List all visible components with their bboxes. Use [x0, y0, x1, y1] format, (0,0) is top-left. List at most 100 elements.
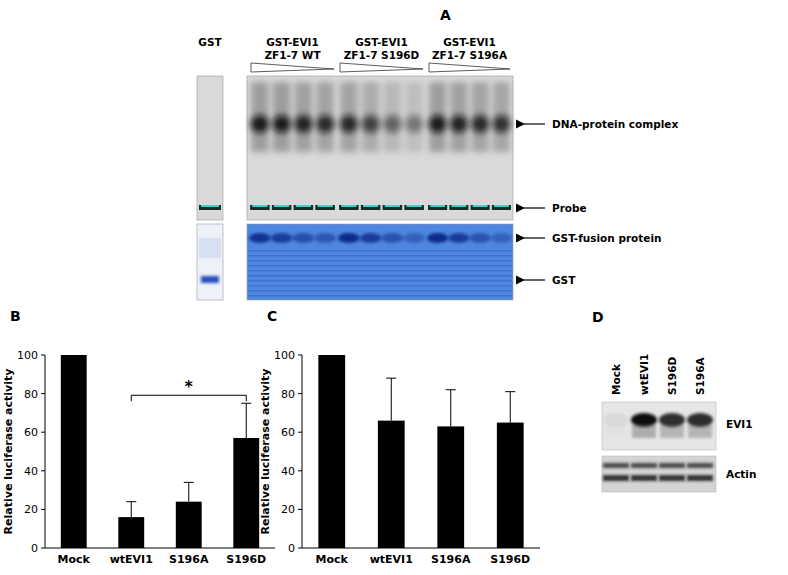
blot-band: [631, 475, 657, 481]
error-cap: [446, 389, 456, 390]
gel-band: [340, 115, 358, 133]
probe-band: [294, 205, 314, 210]
error-bar: [184, 482, 194, 501]
error-stem: [131, 502, 132, 517]
y-tick: [298, 393, 302, 394]
y-tick-label: 80: [24, 388, 38, 401]
blot-smear: [688, 424, 712, 438]
probe-band: [383, 205, 403, 210]
dilution-wedge: [429, 63, 510, 72]
gel-smear: [362, 82, 379, 152]
gel-smear: [316, 82, 333, 152]
gel-band: [405, 115, 423, 133]
blot-band: [603, 475, 629, 481]
error-bar: [446, 390, 456, 427]
y-tick: [41, 470, 45, 471]
arrow: [524, 207, 545, 208]
error-stem: [188, 482, 189, 501]
stain-smear: [199, 238, 221, 258]
lane-label: ZF1-7 WT: [264, 49, 321, 61]
probe-highlight: [274, 205, 289, 207]
dilution-wedge: [251, 63, 334, 72]
stain-band: [293, 233, 315, 243]
stain-minor-band: [248, 290, 512, 292]
probe-highlight: [201, 205, 219, 207]
x-tick-label: Mock: [58, 553, 91, 566]
gel-band: [316, 115, 334, 133]
y-tick: [41, 393, 45, 394]
blot-band: [603, 463, 629, 468]
x-tick-label: Mock: [316, 553, 349, 566]
gel-smear: [405, 82, 422, 152]
probe-band: [449, 205, 468, 210]
gel-smear: [493, 82, 510, 152]
y-tick-label: 40: [281, 465, 295, 478]
lane-label: GST: [198, 36, 222, 48]
lane-label: S196D: [666, 357, 678, 395]
error-cap: [241, 403, 251, 404]
gel-smear: [472, 82, 489, 152]
stain-band: [403, 233, 425, 243]
gel-smear: [251, 82, 268, 152]
gel-band: [383, 115, 401, 133]
lane-label: GST-EVI1: [355, 36, 408, 48]
stain-band: [427, 233, 448, 243]
gel-band: [272, 115, 290, 133]
blot-band: [659, 463, 685, 468]
gel-smear: [429, 82, 446, 152]
bar: [118, 517, 144, 548]
lane-label: ZF1-7 S196A: [432, 49, 508, 61]
lane-label: ZF1-7 S196D: [344, 49, 420, 61]
x-tick-label: S196D: [490, 553, 530, 566]
y-tick-label: 40: [24, 465, 38, 478]
panel-d: DMockwtEVI1S196DS196AEVI1Actin: [592, 309, 756, 492]
gel-band: [450, 115, 468, 133]
panel-label: C: [267, 308, 277, 324]
stain-band: [271, 233, 293, 243]
probe-band: [339, 205, 359, 210]
error-cap: [184, 482, 194, 483]
probe-highlight: [385, 205, 400, 207]
y-tick: [298, 470, 302, 471]
y-axis: [45, 355, 46, 548]
lane-label: Mock: [610, 363, 622, 395]
gel-band: [361, 115, 379, 133]
probe-highlight: [296, 205, 311, 207]
error-bar: [126, 502, 136, 517]
bar: [497, 423, 524, 548]
gel-smear: [450, 82, 467, 152]
blot-smear: [660, 424, 684, 438]
probe-highlight: [341, 205, 356, 207]
probe-highlight: [451, 205, 466, 207]
gel-band: [429, 115, 447, 133]
blot-background: [602, 402, 716, 450]
stain-band: [249, 233, 271, 243]
arrow: [524, 237, 545, 238]
band-label: DNA-protein complex: [552, 118, 678, 130]
band-label: EVI1: [726, 418, 753, 430]
stain-background: [197, 224, 223, 300]
marks: [61, 355, 259, 548]
probe-band: [361, 205, 381, 210]
x-tick-label: wtEVI1: [370, 553, 413, 566]
x-tick-label: S196D: [226, 553, 266, 566]
y-tick: [41, 548, 45, 549]
y-tick-label: 80: [281, 388, 295, 401]
probe-band: [404, 205, 424, 210]
lane-label: GST-EVI1: [443, 36, 496, 48]
gel-band: [492, 115, 510, 133]
y-tick-label: 20: [281, 503, 295, 516]
stain-minor-band: [248, 295, 512, 297]
probe-highlight: [363, 205, 378, 207]
bar: [176, 502, 202, 548]
axis-title: Relative luciferase activity: [2, 369, 15, 535]
blot-band: [659, 475, 685, 481]
stain-minor-band: [248, 250, 512, 252]
y-tick: [298, 509, 302, 510]
y-tick: [298, 432, 302, 433]
y-axis: [302, 355, 303, 548]
probe-band: [272, 205, 292, 210]
stain-minor-band: [248, 265, 512, 267]
lane-label: wtEVI1: [638, 354, 650, 395]
y-tick-label: 0: [288, 542, 295, 555]
